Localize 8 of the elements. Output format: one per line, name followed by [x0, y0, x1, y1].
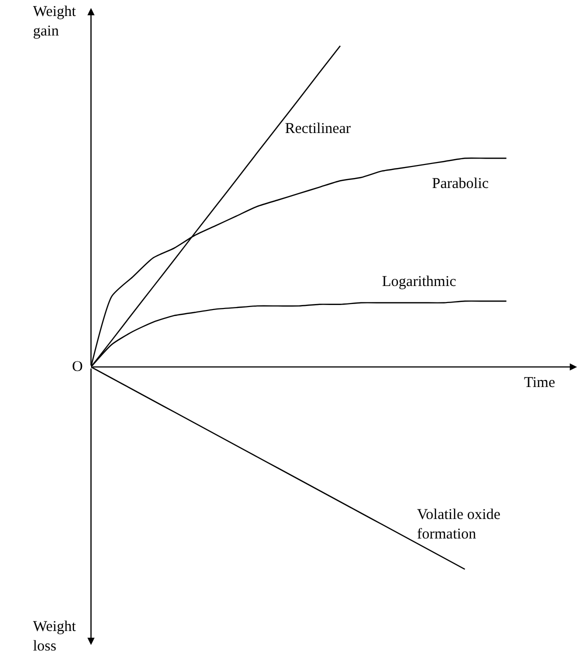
text: Weight gain [33, 4, 77, 40]
series-label: Logarithmic [382, 274, 456, 290]
series-label: Parabolic [432, 176, 489, 192]
text: Weight loss [33, 619, 77, 654]
annotation: O [72, 359, 83, 375]
series-label: Volatile oxide formation [417, 507, 501, 542]
x-axis-title: Time [524, 375, 556, 391]
series-label: Rectilinear [285, 121, 351, 137]
